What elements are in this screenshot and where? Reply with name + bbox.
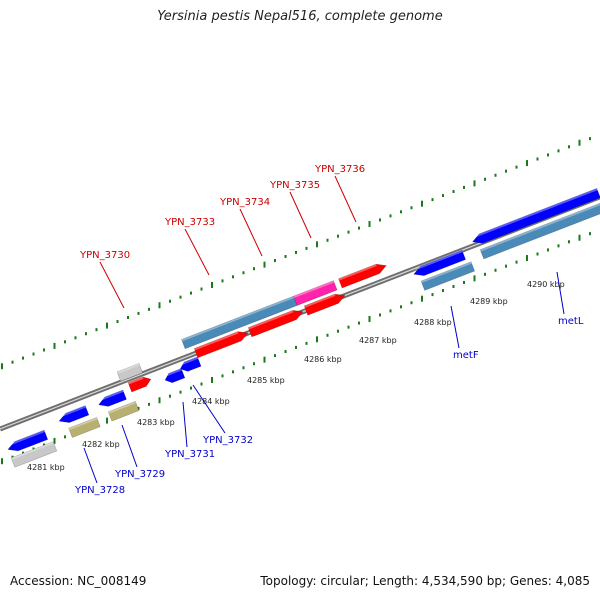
gene-metL [471, 188, 600, 244]
leader-line [334, 175, 357, 223]
leader-line [184, 228, 210, 276]
gene-ypn3735 [293, 280, 338, 306]
leader-line [99, 261, 125, 309]
leader-line [182, 401, 188, 448]
leader-line [192, 384, 226, 434]
leader-line [121, 424, 138, 468]
gene-ypn3728-olive [68, 416, 101, 438]
map-title: Yersinia pestis Nepal516, complete genom… [157, 9, 443, 24]
kbp-label: 4287 kbp [359, 336, 397, 345]
leader-line [239, 208, 263, 257]
leader-line [556, 271, 565, 315]
topology-text: Topology: circular; Length: 4,534,590 bp… [260, 574, 590, 588]
accession-text: Accession: NC_008149 [10, 574, 147, 588]
gene-ypn3730 [116, 363, 144, 382]
kbp-label: 4284 kbp [192, 397, 230, 406]
kbp-label: 4282 kbp [82, 440, 120, 449]
gene-ypn3731 [163, 368, 186, 384]
gene-ypn3733-red [193, 331, 249, 359]
gene-metL-steel [479, 202, 600, 260]
gene-metF-steel [420, 261, 476, 291]
upper-tick-track [1, 137, 591, 370]
kbp-label: 4281 kbp [27, 463, 65, 472]
gene-ypn3736 [338, 263, 387, 289]
leader-line [450, 305, 460, 349]
gene-label: YPN_3728 [74, 485, 125, 496]
gene-ypn3730-red [127, 376, 152, 393]
gene-left-gray [10, 441, 58, 468]
leader-line [289, 191, 312, 239]
leader-line [83, 447, 98, 484]
gene-ypn3735-red [303, 293, 346, 316]
gene-label: YPN_3733 [164, 217, 215, 228]
gene-ypn3734 [247, 310, 304, 338]
gene-ypn3729 [97, 389, 127, 407]
gene-label: metL [558, 316, 584, 327]
gene-label: YPN_3731 [164, 449, 215, 460]
kbp-label: 4289 kbp [470, 297, 508, 306]
gene-label: YPN_3730 [79, 250, 130, 261]
kbp-label: 4286 kbp [304, 355, 342, 364]
gene-label: YPN_3732 [202, 435, 253, 446]
gene-metF [412, 249, 466, 276]
gene-label: YPN_3735 [269, 180, 320, 191]
gene-left-blue [6, 429, 49, 452]
gene-label: YPN_3736 [314, 164, 365, 175]
gene-label: YPN_3734 [219, 197, 270, 208]
gene-label: YPN_3729 [114, 469, 165, 480]
kbp-label: 4285 kbp [247, 376, 285, 385]
gene-ypn3728 [57, 405, 90, 423]
kbp-label: 4288 kbp [414, 318, 452, 327]
gene-label: metF [453, 350, 479, 361]
kbp-label: 4290 kbp [527, 280, 565, 289]
gene-ypn3729-olive [107, 400, 140, 422]
gene-ypn3732 [179, 356, 202, 372]
kbp-label: 4283 kbp [137, 418, 175, 427]
